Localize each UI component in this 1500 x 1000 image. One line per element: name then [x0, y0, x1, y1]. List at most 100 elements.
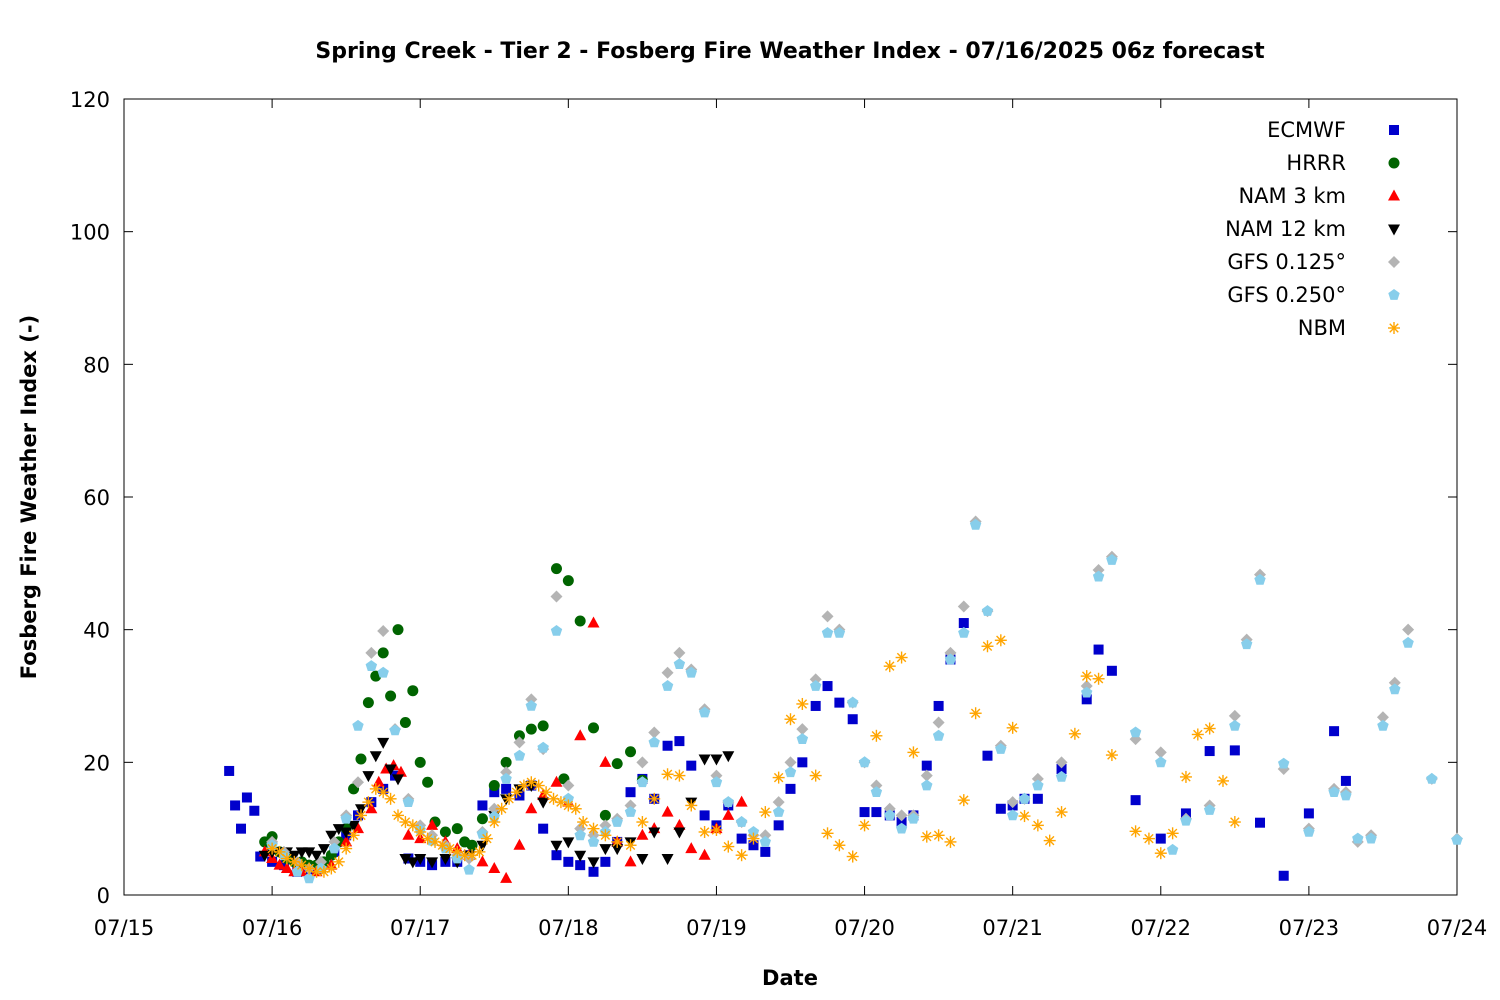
data-point-gfs-0-250 — [995, 743, 1007, 754]
legend-marker — [1388, 322, 1400, 334]
data-point-nam-3-km — [513, 838, 526, 850]
data-point-ecmwf — [477, 800, 488, 811]
legend-label: GFS 0.250° — [1227, 283, 1346, 307]
data-point-ecmwf — [1081, 694, 1092, 705]
data-point-nbm — [325, 862, 338, 875]
data-point-nbm — [1043, 834, 1056, 847]
data-point-nam-3-km — [673, 818, 686, 830]
data-point-gfs-0-250 — [1106, 554, 1118, 565]
y-tick-label: 40 — [83, 619, 110, 643]
data-point-gfs-0-250 — [944, 653, 957, 665]
data-point-nbm — [480, 832, 493, 845]
data-point-nbm — [846, 850, 859, 863]
data-point-ecmwf — [797, 757, 808, 768]
data-point-nam-12-km — [722, 751, 735, 763]
data-point-gfs-0-250 — [870, 786, 883, 797]
data-point-nam-3-km — [735, 795, 748, 807]
data-point-ecmwf — [699, 810, 710, 821]
data-point-nam-12-km — [332, 824, 345, 836]
x-tick-label: 07/19 — [686, 916, 747, 940]
data-point-gfs-0-125 — [784, 756, 797, 769]
data-point-hrrr — [611, 758, 623, 770]
data-point-ecmwf — [538, 823, 549, 834]
data-point-nam-12-km — [698, 754, 711, 766]
data-point-ecmwf — [1130, 795, 1141, 806]
data-point-nam-3-km — [500, 871, 513, 883]
data-point-ecmwf — [847, 714, 858, 725]
data-point-gfs-0-250 — [340, 812, 352, 824]
data-point-gfs-0-250 — [1055, 770, 1068, 782]
data-point-nam-3-km — [365, 802, 378, 814]
data-point-nam-12-km — [611, 844, 624, 856]
data-point-gfs-0-250 — [907, 812, 920, 824]
data-point-nbm — [969, 707, 982, 720]
data-point-nbm — [772, 771, 785, 784]
data-point-ecmwf — [896, 817, 907, 828]
data-point-gfs-0-250 — [1007, 809, 1019, 821]
data-point-hrrr — [451, 823, 463, 835]
data-point-nam-12-km — [362, 771, 375, 783]
data-point-nam-12-km — [636, 854, 649, 866]
data-point-gfs-0-125 — [488, 802, 501, 815]
data-point-gfs-0-250 — [1377, 719, 1389, 731]
data-point-ecmwf — [785, 783, 796, 794]
data-point-gfs-0-125 — [562, 779, 575, 792]
data-point-nbm — [1191, 728, 1204, 741]
data-point-ecmwf — [834, 697, 845, 708]
data-point-nbm — [1068, 727, 1081, 740]
legend-label: GFS 0.125° — [1227, 250, 1346, 274]
data-point-nbm — [648, 792, 661, 805]
data-point-nbm — [759, 806, 772, 819]
data-point-ecmwf — [1329, 726, 1340, 737]
data-point-gfs-0-250 — [710, 776, 723, 788]
data-point-gfs-0-250 — [1303, 826, 1315, 837]
data-point-nam-12-km — [587, 857, 600, 869]
data-point-gfs-0-250 — [1032, 779, 1044, 791]
data-point-hrrr — [525, 723, 537, 735]
data-point-nam-3-km — [599, 755, 612, 767]
data-point-hrrr — [414, 756, 426, 768]
data-point-gfs-0-250 — [611, 816, 623, 827]
data-point-nbm — [1092, 672, 1105, 685]
data-point-gfs-0-125 — [636, 756, 649, 769]
data-point-nbm — [587, 822, 600, 835]
data-point-gfs-0-250 — [673, 658, 686, 669]
data-point-nam-12-km — [550, 840, 563, 852]
legend-marker — [1388, 189, 1400, 201]
data-point-nam-3-km — [394, 765, 407, 777]
data-point-gfs-0-250 — [1241, 638, 1253, 650]
data-point-nam-3-km — [402, 828, 415, 840]
legend-marker — [1388, 289, 1400, 300]
data-point-gfs-0-250 — [858, 756, 871, 768]
data-point-gfs-0-250 — [562, 792, 574, 804]
data-point-ecmwf — [736, 833, 747, 844]
data-point-nbm — [1142, 832, 1155, 845]
data-point-gfs-0-250 — [698, 706, 711, 718]
legend-marker — [1388, 256, 1400, 268]
data-point-nam-12-km — [406, 857, 419, 869]
data-point-nbm — [332, 855, 345, 868]
data-point-gfs-0-250 — [1451, 833, 1463, 845]
data-point-gfs-0-250 — [1352, 832, 1364, 844]
data-point-ecmwf — [1032, 793, 1043, 804]
data-point-ecmwf — [575, 860, 586, 871]
data-point-nbm — [1080, 670, 1093, 683]
data-point-nam-12-km — [476, 840, 489, 852]
data-point-gfs-0-250 — [1018, 792, 1031, 804]
legend-label: ECMWF — [1267, 118, 1346, 142]
x-tick-label: 07/17 — [390, 916, 451, 940]
data-point-nbm — [1129, 825, 1142, 838]
data-point-gfs-0-250 — [537, 741, 549, 753]
data-point-gfs-0-125 — [1055, 756, 1068, 769]
data-point-gfs-0-250 — [735, 816, 748, 827]
data-point-hrrr — [488, 780, 500, 792]
y-tick-label: 60 — [83, 486, 110, 510]
data-point-nam-12-km — [399, 854, 412, 866]
data-point-ecmwf — [236, 823, 247, 834]
data-point-nbm — [1031, 819, 1044, 832]
data-point-gfs-0-250 — [513, 749, 526, 761]
data-point-gfs-0-125 — [796, 723, 809, 736]
data-point-nbm — [310, 865, 323, 878]
x-tick-label: 07/15 — [94, 916, 155, 940]
